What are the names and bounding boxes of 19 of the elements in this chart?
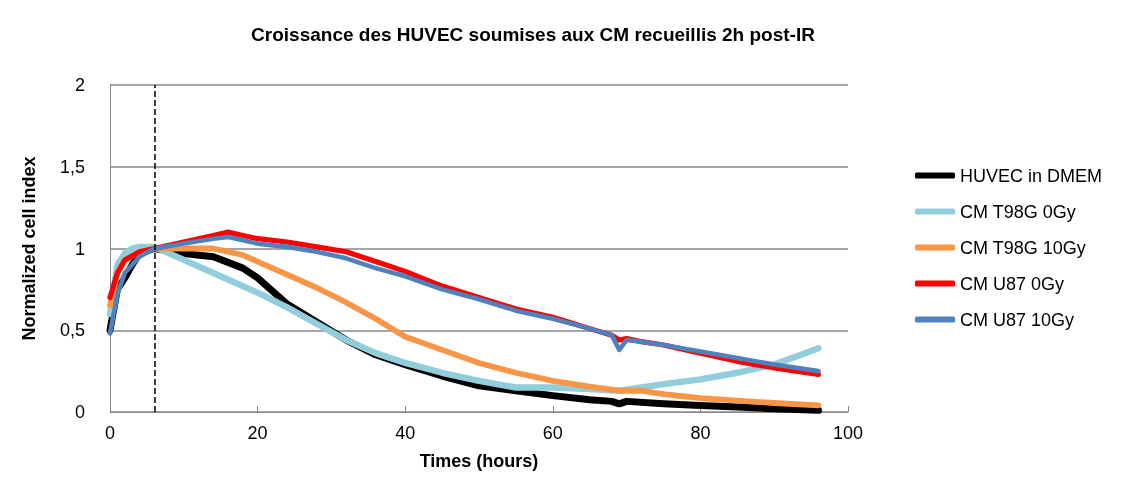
x-axis-title: Times (hours) <box>419 451 539 471</box>
y-tick-label: 1 <box>74 238 85 259</box>
x-tick-label: 20 <box>247 423 268 443</box>
legend-label: HUVEC in DMEM <box>959 165 1102 186</box>
y-tick-label: 0 <box>74 402 85 422</box>
x-tick-label: 0 <box>104 423 116 443</box>
y-axis-title: Normalized cell index <box>19 156 39 341</box>
chart-title: Croissance des HUVEC soumises aux CM recueillis 2h post-IR <box>251 24 816 45</box>
legend-label: CM T98G 0Gy <box>959 201 1076 222</box>
x-tick-label: 60 <box>542 423 563 443</box>
y-tick-label: 2 <box>74 75 85 95</box>
legend-label: CM U87 10Gy <box>959 309 1075 330</box>
y-tick-label: 0,5 <box>59 320 85 341</box>
y-tick-label: 1,5 <box>59 156 85 177</box>
legend-label: CM T98G 10Gy <box>959 237 1086 258</box>
x-tick-label: 80 <box>690 423 711 443</box>
x-tick-label: 40 <box>395 423 416 443</box>
x-tick-label: 100 <box>832 423 864 443</box>
legend-label: CM U87 0Gy <box>959 273 1065 294</box>
